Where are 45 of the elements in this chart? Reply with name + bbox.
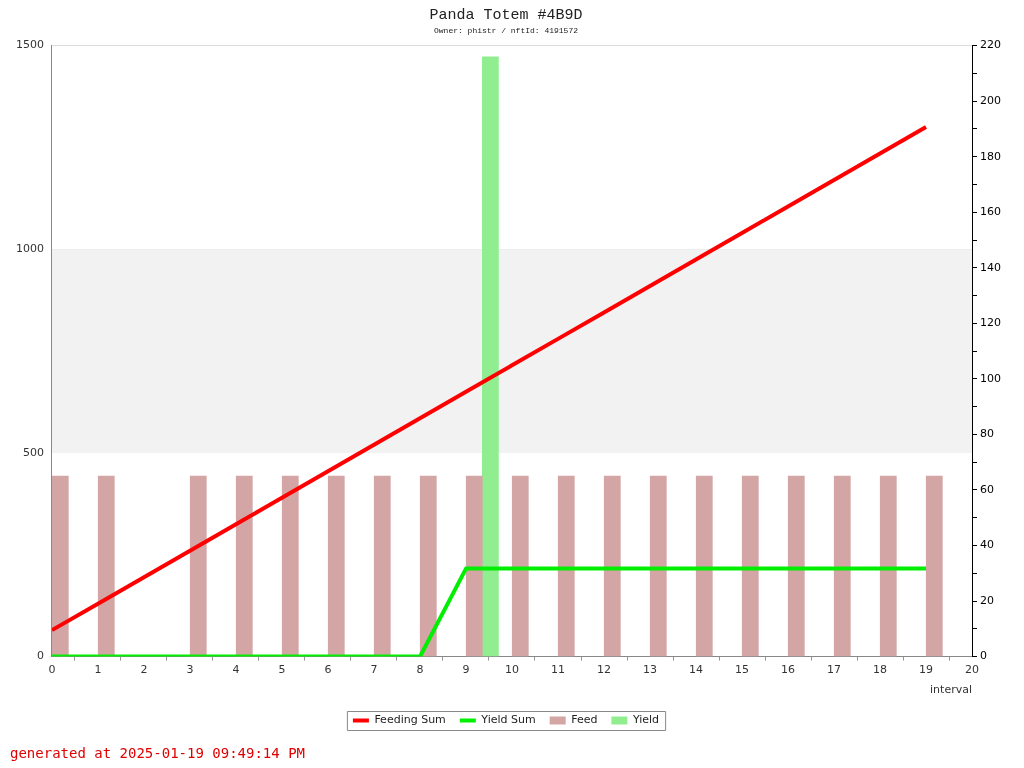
x-tick-label: 15	[735, 663, 749, 677]
y2-tick-label: 80	[980, 427, 994, 441]
y2-tick-label: 220	[980, 38, 1001, 52]
chart-subtitle: Owner: phistr / nftId: 4191572	[433, 25, 579, 35]
y2-tick-label: 20	[980, 593, 994, 607]
text: generated at 2025-01-19 09:49:14 PM	[10, 745, 306, 761]
y2-tick-label: 40	[980, 538, 994, 552]
x-tick-label: 5	[278, 663, 286, 677]
legend-label: Feed	[571, 713, 598, 727]
y-tick-label: 0	[36, 649, 44, 663]
x-tick-label: 11	[551, 663, 565, 677]
y-tick-label: 1500	[15, 38, 44, 52]
x-tick-label: 13	[643, 663, 657, 677]
x-tick-label: 16	[781, 663, 795, 677]
x-tick-label: 19	[919, 663, 933, 677]
y2-tick-label: 140	[980, 260, 1001, 274]
y2-tick-label: 120	[980, 316, 1001, 330]
x-tick-label: 2	[140, 663, 148, 677]
y2-tick-label: 100	[980, 371, 1001, 385]
x-tick-label: 8	[416, 663, 424, 677]
legend-label: Yield	[631, 713, 660, 727]
y2-tick-label: 200	[980, 94, 1001, 107]
y2-tick-label: 0	[980, 649, 987, 663]
x-tick-label: 3	[186, 663, 194, 677]
x-tick-label: 10	[505, 663, 519, 677]
x-tick-label: 0	[48, 663, 56, 677]
x-tick-label: 6	[324, 663, 332, 677]
chart-title: Panda Totem #4B9D	[429, 6, 583, 24]
x-tick-label: 14	[689, 663, 703, 677]
x-tick-label: 7	[370, 663, 378, 677]
x-axis-title: interval	[930, 683, 972, 697]
y-tick-label: 500	[22, 445, 44, 459]
y2-tick-label: 160	[980, 205, 1001, 219]
y2-tick-label: 60	[980, 482, 994, 496]
x-tick-label: 17	[827, 663, 841, 677]
y-tick-label: 1000	[15, 242, 44, 256]
legend-label: Yield Sum	[480, 713, 536, 727]
legend-label: Feeding Sum	[374, 713, 446, 727]
x-tick-label: 9	[462, 663, 470, 677]
x-tick-label: 4	[232, 663, 240, 677]
y2-tick-label: 180	[980, 149, 1001, 163]
x-tick-label: 12	[597, 663, 611, 677]
x-tick-label: 18	[873, 663, 887, 677]
x-tick-label: 20	[965, 663, 979, 677]
x-tick-label: 1	[94, 663, 102, 677]
